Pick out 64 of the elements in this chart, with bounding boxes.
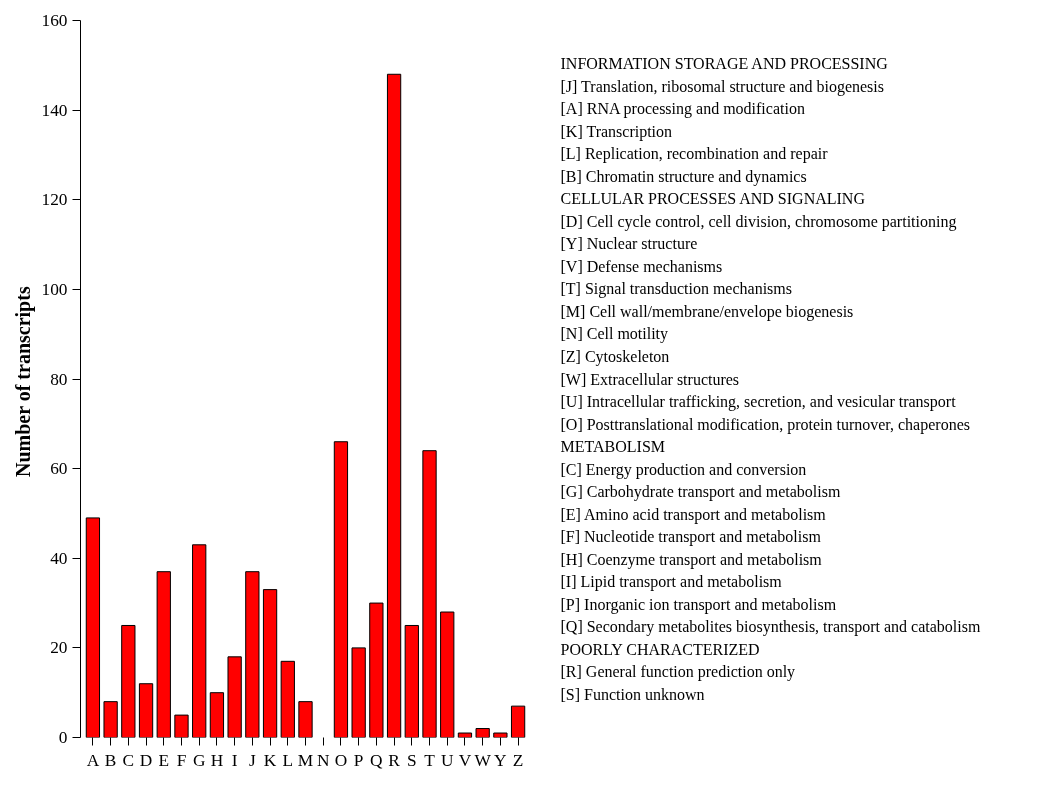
x-tick-label: P bbox=[353, 750, 364, 770]
y-tick-label: 0 bbox=[58, 728, 68, 747]
x-tick-label: R bbox=[388, 750, 401, 770]
text: [B] Chromatin structure and dynamics bbox=[560, 167, 807, 186]
x-tick-label: U bbox=[440, 750, 454, 770]
text: [L] Replication, recombination and repair bbox=[560, 145, 829, 164]
text: CELLULAR PROCESSES AND SIGNALING bbox=[560, 190, 866, 208]
text: [Q] Secondary metabolites biosynthesis, transport and catabolism bbox=[560, 618, 981, 637]
y-tick-label: 80 bbox=[50, 369, 68, 389]
text: [V] Defense mechanisms bbox=[560, 257, 723, 275]
x-tick-label: B bbox=[104, 750, 117, 770]
text: [S] Function unknown bbox=[560, 685, 705, 703]
x-tick-label: S bbox=[406, 750, 417, 770]
x-tick-label: I bbox=[231, 750, 238, 770]
text: INFORMATION STORAGE AND PROCESSING bbox=[560, 55, 889, 73]
text: [M] Cell wall/membrane/envelope biogenesis bbox=[560, 302, 854, 321]
text: [H] Coenzyme transport and metabolism bbox=[560, 550, 823, 569]
x-tick-label: T bbox=[424, 750, 436, 770]
x-tick-label: A bbox=[86, 750, 100, 770]
text: [Z] Cytoskeleton bbox=[560, 347, 670, 366]
y-tick-label: 100 bbox=[41, 279, 68, 299]
y-tick-label: 140 bbox=[41, 100, 68, 120]
x-tick-label: W bbox=[474, 750, 492, 770]
text: [D] Cell cycle control, cell division, chromosome partitioning bbox=[560, 212, 957, 231]
x-tick-label: F bbox=[176, 750, 187, 770]
text: [E] Amino acid transport and metabolism bbox=[560, 505, 827, 524]
y-tick-label: 40 bbox=[50, 548, 68, 568]
text: [N] Cell motility bbox=[560, 325, 669, 344]
x-tick-label: V bbox=[458, 750, 472, 770]
text: [K] Transcription bbox=[560, 122, 673, 141]
x-tick-label: J bbox=[248, 750, 256, 770]
x-tick-label: K bbox=[263, 750, 277, 770]
text: [G] Carbohydrate transport and metabolism bbox=[560, 483, 841, 502]
text: [O] Posttranslational modification, protein turnover, chaperones bbox=[560, 415, 970, 434]
x-tick-label: M bbox=[297, 750, 314, 770]
x-tick-label: Z bbox=[512, 750, 524, 770]
x-tick-label: L bbox=[282, 750, 294, 770]
text: [C] Energy production and conversion bbox=[560, 460, 807, 479]
y-tick-label: 160 bbox=[41, 11, 68, 30]
x-tick-label: Q bbox=[370, 750, 384, 770]
text: [J] Translation, ribosomal structure and biogenesis bbox=[560, 77, 885, 96]
text: [T] Signal transduction mechanisms bbox=[560, 280, 793, 299]
text: [I] Lipid transport and metabolism bbox=[560, 573, 783, 592]
x-tick-label: H bbox=[210, 750, 224, 770]
x-tick-label: D bbox=[139, 750, 153, 770]
y-tick-label: 60 bbox=[50, 459, 68, 479]
y-axis-title: Number of transcripts bbox=[11, 286, 35, 478]
text: [A] RNA processing and modification bbox=[560, 100, 805, 119]
text: [P] Inorganic ion transport and metabolism bbox=[560, 595, 837, 614]
y-tick-label: 120 bbox=[41, 190, 68, 210]
text: [Y] Nuclear structure bbox=[560, 235, 698, 253]
y-tick-label: 20 bbox=[50, 638, 68, 658]
x-tick-label: C bbox=[122, 750, 135, 770]
text: POORLY CHARACTERIZED bbox=[560, 640, 760, 658]
x-tick-label: O bbox=[334, 750, 348, 770]
x-tick-label: G bbox=[192, 750, 206, 770]
text: [F] Nucleotide transport and metabolism bbox=[560, 528, 822, 547]
text: [R] General function prediction only bbox=[560, 663, 796, 682]
x-tick-label: Y bbox=[494, 750, 508, 770]
x-tick-label: N bbox=[316, 750, 330, 770]
text: [W] Extracellular structures bbox=[560, 370, 740, 388]
x-tick-label: E bbox=[158, 750, 170, 770]
text: [U] Intracellular trafficking, secretion, and vesicular transport bbox=[560, 393, 957, 412]
text: METABOLISM bbox=[560, 438, 665, 456]
